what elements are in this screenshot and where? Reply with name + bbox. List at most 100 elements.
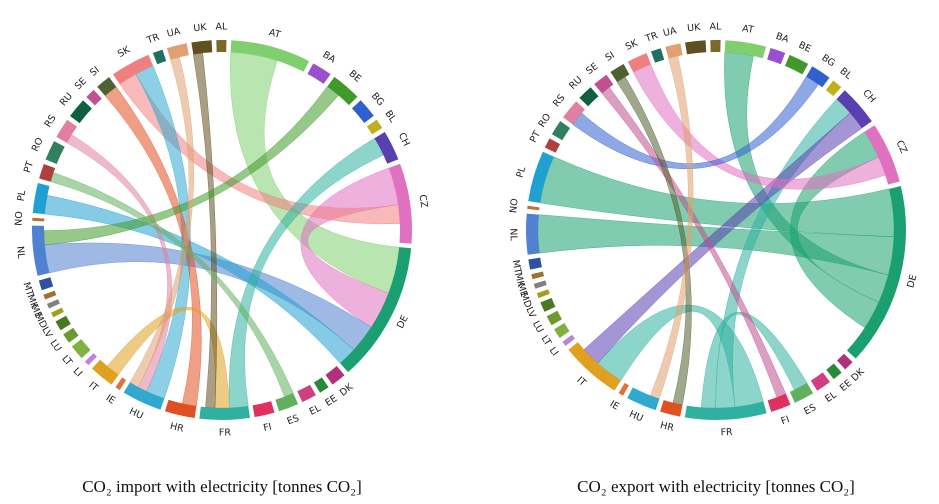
node-arc [724, 40, 767, 59]
node-arc [166, 43, 189, 60]
node-arc [32, 183, 50, 215]
node-label: MK [512, 272, 526, 289]
node-label: RU [567, 74, 584, 91]
node-arc [71, 339, 91, 359]
node-label: LV [523, 305, 538, 320]
node-label: EE [323, 393, 339, 409]
node-arc [540, 297, 556, 312]
node-label: DK [338, 381, 356, 398]
node-label: IE [104, 393, 117, 407]
node-label: MT [21, 281, 36, 298]
node-label: BG [369, 91, 386, 109]
node-arc [826, 363, 842, 380]
node-label: MD [518, 291, 534, 309]
ribbon [650, 55, 694, 400]
node-label: HR [659, 420, 675, 434]
node-label: RO [30, 136, 46, 153]
node-arc [563, 101, 585, 125]
node-arc [810, 372, 830, 391]
node-arc [627, 387, 660, 411]
node-label: UA [166, 26, 182, 40]
node-arc [579, 87, 599, 107]
node-arc [50, 307, 64, 318]
ribbons [43, 51, 401, 409]
node-label: ME [28, 303, 44, 320]
node-label: LU [530, 319, 545, 335]
node-arc [97, 77, 117, 96]
node-label: DE [905, 273, 919, 289]
node-label: CZ [894, 139, 910, 156]
node-arc [112, 54, 154, 85]
node-arc [56, 119, 78, 143]
node-label: AT [741, 23, 754, 36]
node-arc [544, 138, 561, 153]
node-label: SE [584, 61, 600, 77]
node-arc [528, 257, 542, 270]
node-arc [546, 310, 562, 326]
node-label: UA [662, 25, 678, 39]
node-label: FI [262, 422, 273, 435]
node-arc [837, 353, 853, 370]
node-label: FR [219, 427, 232, 438]
ribbon [700, 311, 808, 409]
node-arc [38, 277, 54, 291]
node-arc [660, 400, 683, 417]
node-label: LI [547, 345, 561, 358]
node-label: BE [797, 40, 813, 55]
node-label: SK [116, 44, 133, 60]
node-label: UK [193, 22, 208, 34]
node-arc [665, 43, 683, 59]
node-arc [562, 334, 576, 346]
node-label: HU [627, 409, 644, 425]
node-arc [39, 163, 56, 182]
node-arc [70, 100, 92, 124]
node-arc [684, 401, 767, 420]
node-arc [533, 280, 547, 289]
node-arc [63, 327, 79, 343]
node-label: LU [47, 338, 63, 354]
node-arc [307, 63, 331, 84]
node-arc [230, 40, 310, 72]
node-label: DE [395, 314, 411, 331]
node-label: LT [539, 334, 554, 348]
node-label: ES [286, 413, 301, 428]
node-arc [91, 359, 119, 385]
node-arc [164, 399, 197, 419]
node-label: AT [268, 27, 282, 41]
node-label: AL [215, 21, 228, 32]
node-arc [191, 40, 213, 55]
node-label: TR [145, 32, 162, 47]
node-arc [526, 213, 540, 255]
node-arc [767, 48, 786, 65]
node-arc [388, 163, 412, 244]
node-arc [84, 353, 97, 366]
ribbon [104, 86, 202, 407]
node-label: NO [508, 198, 521, 214]
node-arc [789, 382, 814, 403]
node-label: CZ [417, 194, 430, 209]
node-arc [527, 205, 540, 211]
node-label: LI [71, 366, 85, 379]
node-arc [610, 63, 630, 83]
node-arc [627, 53, 651, 73]
node-arc [46, 299, 60, 309]
node-label: MK [24, 293, 40, 311]
node-label: EL [308, 403, 324, 418]
node-arc [685, 40, 707, 55]
node-label: NL [507, 228, 518, 241]
node-arc [313, 377, 329, 393]
node-label: RS [43, 113, 59, 130]
node-label: EE [838, 378, 854, 394]
node-label: PL [16, 189, 29, 202]
node-label: BL [838, 66, 855, 82]
node-label: PL [515, 165, 529, 179]
node-arc [767, 393, 791, 412]
node-label: CH [860, 88, 877, 106]
node-arc [528, 151, 554, 203]
node-arc [297, 384, 316, 403]
node-label: CH [396, 131, 412, 148]
node-label: BA [320, 49, 337, 65]
node-arc [351, 100, 374, 123]
node-arc [216, 40, 227, 53]
